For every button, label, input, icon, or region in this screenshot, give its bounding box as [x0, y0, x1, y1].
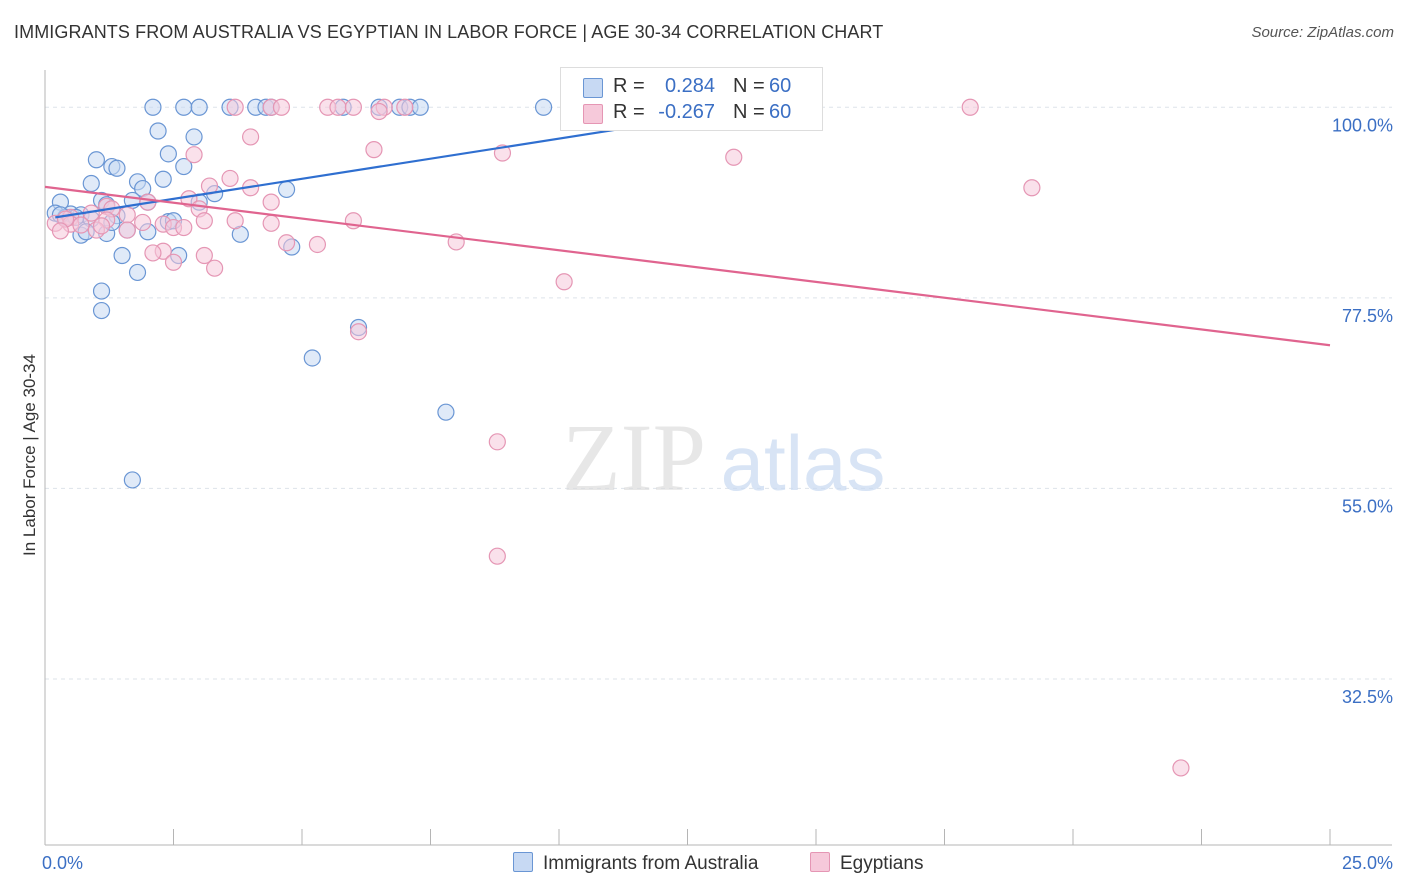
point-egyptians [961, 98, 979, 116]
point-egyptians [51, 222, 70, 240]
x-tick-label: 25.0% [1342, 853, 1393, 873]
legend-swatch-pink [583, 104, 603, 124]
y-tick-label: 55.0% [1342, 496, 1393, 516]
point-australia [534, 98, 553, 116]
tick-labels: 100.0% 77.5% 55.0% 32.5% 0.0% 25.0% [42, 115, 1393, 873]
point-australia [277, 180, 296, 199]
y-tick-label: 100.0% [1332, 115, 1393, 135]
point-egyptians [365, 141, 383, 159]
y-axis-label: In Labor Force | Age 30-34 [20, 354, 39, 556]
point-egyptians [555, 273, 573, 291]
series-swatch-blue [513, 852, 533, 872]
point-egyptians [262, 214, 280, 232]
point-australia [113, 246, 131, 265]
point-australia [128, 263, 147, 282]
series-legend-label: Egyptians [840, 853, 924, 874]
point-egyptians [1172, 759, 1190, 777]
watermark-zip: ZIP [562, 404, 706, 511]
point-egyptians [118, 221, 136, 239]
point-egyptians [349, 323, 368, 341]
point-egyptians [329, 98, 347, 116]
point-egyptians [226, 98, 244, 116]
point-egyptians [488, 547, 506, 565]
legend-n-value: 60 [769, 75, 792, 97]
point-australia [303, 349, 321, 367]
point-egyptians [221, 169, 239, 188]
point-australia [185, 128, 203, 146]
x-tick-label: 0.0% [42, 853, 83, 873]
point-australia [87, 151, 106, 169]
point-egyptians [144, 244, 162, 262]
point-australia [82, 174, 100, 193]
watermark-atlas: atlas [721, 419, 886, 507]
point-egyptians [92, 217, 111, 235]
point-egyptians [308, 235, 327, 254]
point-egyptians [226, 212, 244, 230]
chart-source: Source: ZipAtlas.com [1251, 24, 1394, 41]
point-egyptians [396, 98, 414, 116]
point-australia [437, 403, 455, 421]
point-australia [411, 98, 429, 116]
point-egyptians [725, 148, 743, 166]
point-egyptians [277, 234, 296, 252]
correlation-legend: R = 0.284 N = 60 R = -0.267 N = 60 [560, 67, 823, 131]
y-tick-label: 77.5% [1342, 306, 1393, 326]
point-egyptians [164, 253, 183, 271]
chart-title: IMMIGRANTS FROM AUSTRALIA VS EGYPTIAN IN… [14, 22, 884, 42]
point-australia [144, 98, 162, 116]
legend-r-label: R = [613, 75, 645, 97]
point-egyptians [242, 128, 260, 146]
point-egyptians [195, 212, 213, 230]
y-tick-label: 32.5% [1342, 687, 1393, 707]
point-egyptians [370, 102, 388, 121]
point-egyptians [262, 193, 280, 211]
legend-n-value: 60 [769, 101, 792, 123]
point-egyptians [344, 98, 362, 116]
legend-r-label: R = [613, 101, 645, 123]
point-egyptians [118, 206, 136, 224]
point-australia [175, 157, 193, 176]
point-australia [159, 145, 177, 163]
point-australia [175, 98, 193, 116]
point-egyptians [195, 246, 213, 265]
point-egyptians [175, 218, 193, 237]
point-australia [92, 301, 111, 320]
legend-r-value: -0.267 [658, 101, 715, 123]
point-australia [108, 159, 126, 177]
series-swatch-pink [810, 852, 830, 872]
legend-n-label: N = [733, 101, 765, 123]
trend-line-egyptians [44, 185, 1331, 347]
axes [44, 70, 1392, 846]
point-australia [149, 122, 167, 140]
legend-swatch-blue [583, 78, 603, 98]
legend-n-label: N = [733, 75, 765, 97]
point-egyptians [206, 259, 224, 277]
point-egyptians [134, 213, 152, 232]
legend-r-value: 0.284 [664, 75, 715, 97]
point-australia [190, 98, 208, 116]
series-legend-label: Immigrants from Australia [543, 853, 759, 874]
point-australia [154, 170, 172, 188]
point-egyptians [185, 146, 203, 164]
series-legend-egyptians[interactable]: Egyptians [810, 852, 923, 875]
series-legend-australia[interactable]: Immigrants from Australia [513, 852, 758, 875]
point-egyptians [272, 98, 291, 116]
point-egyptians [72, 216, 90, 234]
point-australia [92, 282, 111, 300]
point-egyptians [488, 433, 506, 451]
point-egyptians [1023, 179, 1041, 197]
point-australia [123, 471, 141, 489]
